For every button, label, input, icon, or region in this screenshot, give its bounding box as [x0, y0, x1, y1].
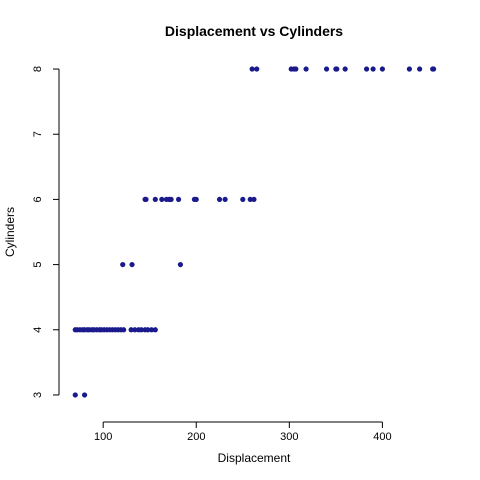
data-point — [216, 196, 223, 203]
data-point — [120, 261, 126, 268]
data-point — [132, 327, 138, 333]
data-point — [193, 196, 199, 203]
x-tick-label: 300 — [280, 431, 298, 443]
y-axis: 3 4 5 6 7 8 — [32, 66, 60, 398]
x-axis: 100 200 300 400 — [94, 421, 392, 443]
data-point — [128, 327, 134, 333]
data-point — [249, 66, 255, 72]
data-point — [145, 327, 151, 333]
y-tick-label: 6 — [32, 196, 44, 202]
data-point — [417, 66, 423, 72]
data-point — [222, 196, 228, 203]
data-point — [168, 196, 174, 203]
data-point — [247, 196, 253, 203]
x-tick-label: 200 — [187, 431, 205, 443]
chart-title: Displacement vs Cylinders — [165, 23, 343, 39]
data-point — [334, 66, 340, 72]
data-point — [129, 261, 135, 268]
y-tick-label: 7 — [32, 131, 44, 137]
data-point — [363, 66, 370, 72]
y-tick-label: 5 — [32, 262, 44, 268]
data-point — [159, 196, 165, 203]
data-point — [323, 66, 330, 72]
y-tick-label: 8 — [32, 66, 44, 72]
data-point — [72, 392, 78, 398]
data-point — [177, 261, 184, 268]
data-point — [303, 66, 309, 72]
data-point — [121, 327, 127, 333]
data-point — [342, 66, 348, 72]
data-point — [138, 327, 144, 333]
data-point — [251, 196, 257, 203]
y-axis-label: Cylinders — [3, 207, 17, 257]
x-tick-label: 100 — [94, 431, 112, 443]
data-point — [370, 66, 376, 72]
data-point — [152, 196, 158, 203]
data-point — [293, 66, 299, 72]
data-point — [430, 66, 437, 72]
data-point — [143, 196, 149, 203]
data-points — [72, 66, 437, 398]
data-point — [254, 66, 260, 72]
data-point — [175, 196, 182, 203]
data-point — [379, 66, 386, 72]
data-point — [81, 392, 88, 398]
data-point — [148, 327, 155, 333]
y-tick-label: 4 — [32, 327, 44, 333]
y-tick-label: 3 — [32, 392, 44, 398]
x-axis-label: Displacement — [218, 451, 291, 465]
data-point — [406, 66, 412, 72]
x-tick-label: 400 — [373, 431, 391, 443]
data-point — [240, 196, 246, 203]
data-point — [152, 327, 158, 333]
